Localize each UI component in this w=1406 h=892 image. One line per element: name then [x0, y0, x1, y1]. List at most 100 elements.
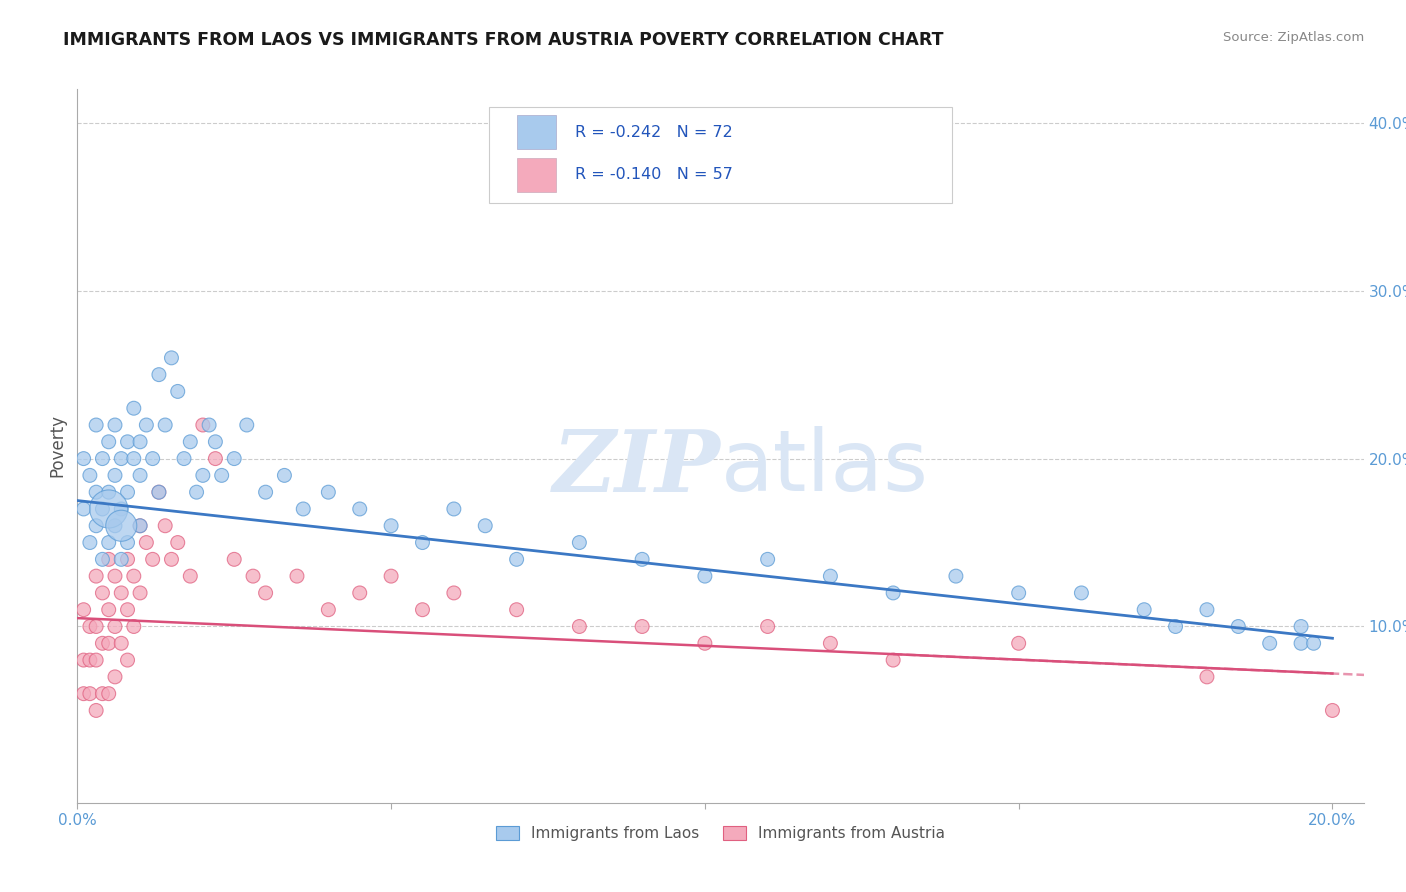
Point: [693, 636, 716, 650]
Point: [84, 485, 107, 500]
Point: [122, 619, 145, 633]
Point: [631, 552, 654, 566]
Point: [129, 518, 152, 533]
Point: [84, 653, 107, 667]
Text: Source: ZipAtlas.com: Source: ZipAtlas.com: [1223, 31, 1364, 45]
Point: [160, 552, 183, 566]
Point: [97, 535, 120, 549]
Point: [211, 468, 233, 483]
Point: [84, 619, 107, 633]
Point: [97, 636, 120, 650]
Point: [129, 518, 152, 533]
Point: [318, 603, 340, 617]
Point: [97, 603, 120, 617]
Point: [204, 451, 226, 466]
Point: [1008, 636, 1031, 650]
Point: [97, 502, 120, 516]
Point: [198, 417, 221, 432]
Point: [166, 384, 188, 399]
Point: [135, 417, 157, 432]
Point: [84, 569, 107, 583]
Point: [292, 502, 315, 516]
Point: [318, 485, 340, 500]
Point: [1258, 636, 1281, 650]
Point: [97, 552, 120, 566]
Point: [254, 586, 277, 600]
Point: [285, 569, 308, 583]
Point: [117, 653, 139, 667]
Point: [122, 451, 145, 466]
Point: [882, 586, 904, 600]
Point: [882, 653, 904, 667]
Point: [411, 603, 433, 617]
Point: [160, 351, 183, 365]
Point: [135, 535, 157, 549]
Point: [110, 451, 132, 466]
Text: atlas: atlas: [721, 425, 928, 509]
Point: [443, 502, 465, 516]
Point: [153, 518, 176, 533]
Point: [820, 636, 842, 650]
Point: [104, 417, 127, 432]
Point: [91, 687, 114, 701]
Point: [1289, 619, 1312, 633]
Point: [129, 468, 152, 483]
Point: [110, 552, 132, 566]
Point: [91, 502, 114, 516]
Point: [104, 569, 127, 583]
Point: [1302, 636, 1324, 650]
Point: [186, 485, 208, 500]
Point: [756, 619, 779, 633]
Point: [104, 670, 127, 684]
Point: [97, 434, 120, 449]
Point: [1070, 586, 1092, 600]
Point: [820, 569, 842, 583]
Point: [110, 636, 132, 650]
Point: [693, 569, 716, 583]
Point: [104, 619, 127, 633]
Point: [236, 417, 259, 432]
Point: [242, 569, 264, 583]
Text: R = -0.242   N = 72: R = -0.242 N = 72: [575, 125, 733, 139]
Point: [148, 485, 170, 500]
Point: [273, 468, 295, 483]
Point: [79, 535, 101, 549]
Point: [72, 502, 94, 516]
Point: [411, 535, 433, 549]
Point: [1195, 670, 1218, 684]
Point: [1133, 603, 1156, 617]
Point: [568, 535, 591, 549]
Point: [254, 485, 277, 500]
Point: [79, 687, 101, 701]
Point: [91, 552, 114, 566]
Point: [474, 518, 496, 533]
Point: [179, 569, 201, 583]
Point: [756, 552, 779, 566]
Point: [505, 603, 527, 617]
Point: [91, 451, 114, 466]
Point: [122, 569, 145, 583]
Point: [142, 451, 165, 466]
Point: [110, 502, 132, 516]
Point: [117, 434, 139, 449]
Text: IMMIGRANTS FROM LAOS VS IMMIGRANTS FROM AUSTRIA POVERTY CORRELATION CHART: IMMIGRANTS FROM LAOS VS IMMIGRANTS FROM …: [63, 31, 943, 49]
Point: [72, 451, 94, 466]
Point: [148, 485, 170, 500]
Point: [142, 552, 165, 566]
Point: [349, 586, 371, 600]
Point: [1322, 703, 1344, 717]
Point: [79, 653, 101, 667]
Point: [91, 586, 114, 600]
Point: [104, 468, 127, 483]
Point: [1164, 619, 1187, 633]
Point: [117, 603, 139, 617]
Point: [153, 417, 176, 432]
Point: [224, 552, 246, 566]
Point: [72, 603, 94, 617]
Point: [224, 451, 246, 466]
Point: [117, 535, 139, 549]
Point: [380, 518, 402, 533]
Text: ZIP: ZIP: [553, 425, 721, 509]
Point: [91, 636, 114, 650]
Point: [1195, 603, 1218, 617]
